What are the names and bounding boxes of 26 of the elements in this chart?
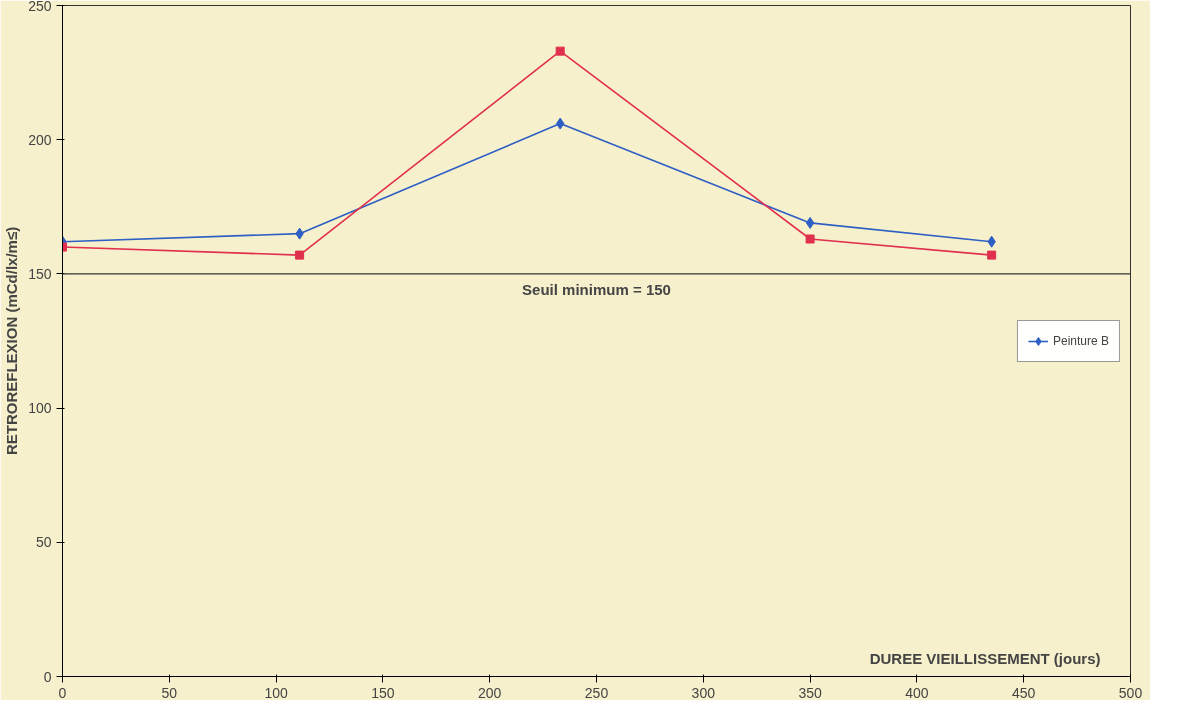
y-tick-label: 150 xyxy=(28,265,52,282)
legend-label: Peinture B xyxy=(1052,333,1109,348)
x-tick-label: 450 xyxy=(1012,684,1036,701)
ref-line-label: Seuil minimum = 150 xyxy=(522,280,671,298)
y-axis-title: RETROREFLEXION (mCd/lx/m≤) xyxy=(3,226,21,456)
y-tick-label: 50 xyxy=(35,534,52,551)
x-tick-label: 100 xyxy=(264,684,288,701)
x-tick-label: 500 xyxy=(1118,684,1143,701)
point xyxy=(805,234,815,244)
x-tick-label: 50 xyxy=(161,684,178,701)
point xyxy=(555,46,565,56)
x-tick-label: 400 xyxy=(905,684,929,701)
x-tick-label: 250 xyxy=(584,684,609,701)
x-tick-label: 350 xyxy=(798,684,822,701)
x-tick-label: 200 xyxy=(478,684,502,701)
x-tick-label: 150 xyxy=(371,684,395,701)
x-axis-title: DUREE VIEILLISSEMENT (jours) xyxy=(869,649,1101,667)
point xyxy=(987,250,997,260)
x-tick-label: 0 xyxy=(58,684,67,701)
y-tick-label: 250 xyxy=(28,0,52,14)
y-tick-label: 100 xyxy=(28,400,52,417)
point xyxy=(805,216,815,229)
point xyxy=(295,250,305,260)
y-tick-label: 200 xyxy=(28,131,52,148)
y-tick-label: 0 xyxy=(43,668,52,685)
x-tick-label: 300 xyxy=(691,684,716,701)
